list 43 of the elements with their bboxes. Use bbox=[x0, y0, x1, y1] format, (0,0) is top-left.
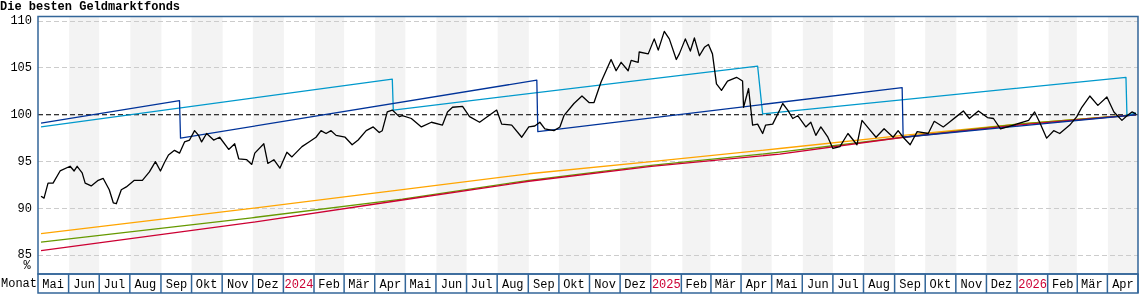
y-tick-label: 95 bbox=[17, 154, 32, 169]
x-axis-title: Monat bbox=[1, 277, 38, 292]
x-tick-label: Mai bbox=[775, 278, 798, 293]
x-tick-label: Okt bbox=[929, 278, 952, 293]
x-tick-label: Jul bbox=[470, 278, 493, 293]
x-tick-label: Apr bbox=[1112, 278, 1134, 293]
x-tick-label: Okt bbox=[563, 278, 585, 293]
x-tick-label: Feb bbox=[685, 278, 708, 293]
y-tick-label: 90 bbox=[17, 201, 32, 216]
x-tick-label: Sep bbox=[533, 278, 555, 293]
x-tick-label: Aug bbox=[501, 278, 524, 293]
x-tick-label: Jun bbox=[73, 278, 95, 293]
x-tick-label: Mär bbox=[1081, 278, 1103, 293]
x-tick-label: Nov bbox=[594, 278, 616, 293]
x-tick-label: Aug bbox=[134, 278, 157, 293]
y-tick-label: 105 bbox=[10, 61, 32, 76]
x-tick-label: Feb bbox=[318, 278, 340, 293]
x-tick-label: Dez bbox=[990, 278, 1013, 293]
y-tick-label: 110 bbox=[10, 14, 32, 29]
x-tick-label: Jul bbox=[103, 278, 126, 293]
x-tick-label: Mär bbox=[714, 278, 737, 293]
x-tick-label: Apr bbox=[379, 278, 402, 293]
x-tick-label: 2024 bbox=[284, 278, 314, 293]
x-tick-label: 2025 bbox=[651, 278, 681, 293]
chart-title: Die besten Geldmarktfonds bbox=[0, 0, 181, 15]
x-tick-label: Aug bbox=[868, 278, 890, 293]
x-tick-label: Dez bbox=[257, 278, 279, 293]
x-tick-label: 2026 bbox=[1018, 278, 1048, 293]
x-tick-label: Mai bbox=[42, 278, 64, 293]
y-tick-label: 100 bbox=[10, 107, 32, 122]
x-tick-label: Jun bbox=[807, 278, 829, 293]
x-tick-label: Mai bbox=[409, 278, 432, 293]
x-tick-label: Dez bbox=[624, 278, 646, 293]
x-tick-label: Nov bbox=[960, 278, 983, 293]
x-tick-label: Jun bbox=[440, 278, 463, 293]
x-tick-label: Okt bbox=[195, 278, 218, 293]
x-tick-label: Sep bbox=[165, 278, 188, 293]
x-tick-label: Sep bbox=[899, 278, 921, 293]
x-tick-label: Feb bbox=[1051, 278, 1074, 293]
x-tick-label: Jul bbox=[837, 278, 859, 293]
x-tick-label: Nov bbox=[226, 278, 249, 293]
x-tick-label: Apr bbox=[745, 278, 768, 293]
x-tick-label: Mär bbox=[348, 278, 370, 293]
